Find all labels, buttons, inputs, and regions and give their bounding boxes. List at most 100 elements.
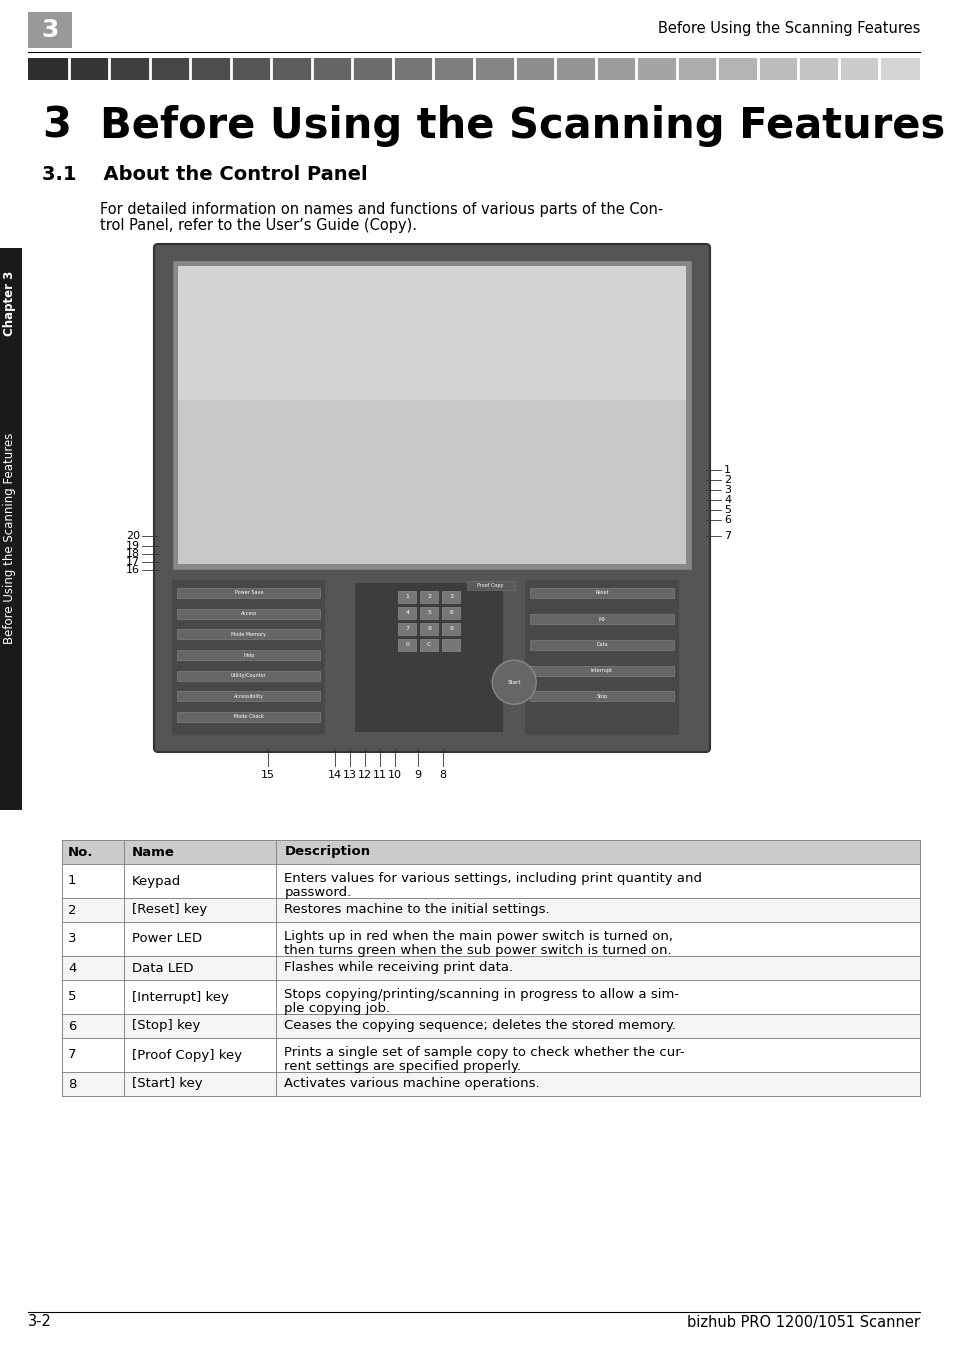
Bar	[62, 864, 919, 898]
Text: Ceases the copying sequence; deletes the stored memory.: Ceases the copying sequence; deletes the…	[284, 1019, 676, 1033]
Text: bizhub PRO 1200/1051 Scanner: bizhub PRO 1200/1051 Scanner	[686, 1314, 919, 1329]
Text: Proof Copy: Proof Copy	[476, 583, 503, 588]
Bar	[393, 58, 434, 80]
Text: 5: 5	[427, 611, 431, 615]
Text: 9: 9	[414, 771, 421, 780]
Text: Lights up in red when the main power switch is turned on,: Lights up in red when the main power swi…	[284, 930, 673, 942]
Bar	[271, 58, 312, 80]
Bar	[150, 58, 191, 80]
Bar	[312, 58, 353, 80]
Bar	[530, 665, 673, 676]
Bar	[62, 898, 919, 922]
Bar	[0, 247, 22, 810]
Text: Before Using the Scanning Features: Before Using the Scanning Features	[100, 105, 944, 147]
Text: Utility/Counter: Utility/Counter	[231, 673, 267, 679]
Bar	[397, 591, 416, 603]
Text: 8: 8	[439, 771, 446, 780]
Text: Stops copying/printing/scanning in progress to allow a sim-: Stops copying/printing/scanning in progr…	[284, 988, 679, 1000]
Bar	[420, 639, 437, 652]
Text: 18: 18	[126, 549, 140, 558]
Text: Before Using the Scanning Features: Before Using the Scanning Features	[4, 433, 16, 644]
Bar	[28, 12, 71, 49]
Text: 16: 16	[126, 565, 140, 575]
Text: [Interrupt] key: [Interrupt] key	[132, 991, 229, 1003]
Text: [Reset] key: [Reset] key	[132, 903, 207, 917]
Bar	[28, 58, 69, 80]
Bar	[530, 639, 673, 650]
Bar	[177, 650, 320, 660]
Bar	[514, 58, 555, 80]
Text: Reset: Reset	[595, 591, 608, 595]
Bar	[177, 608, 320, 619]
Bar	[838, 58, 879, 80]
Bar	[177, 629, 320, 639]
Bar	[352, 58, 393, 80]
Text: 6: 6	[449, 611, 453, 615]
Bar	[178, 266, 685, 564]
Bar	[177, 588, 320, 598]
Bar	[190, 58, 231, 80]
Text: Flashes while receiving print data.: Flashes while receiving print data.	[284, 961, 513, 975]
Bar	[474, 58, 515, 80]
Text: Interrupt: Interrupt	[590, 668, 612, 673]
Text: 5: 5	[68, 991, 76, 1003]
Bar	[109, 58, 150, 80]
Text: Accessibility: Accessibility	[233, 694, 263, 699]
Bar	[397, 623, 416, 635]
Text: 3: 3	[723, 485, 730, 495]
Text: Description: Description	[284, 845, 370, 859]
Text: 1: 1	[68, 875, 76, 887]
Text: 7: 7	[723, 531, 730, 541]
Text: 3: 3	[449, 595, 453, 599]
Text: Power LED: Power LED	[132, 933, 202, 945]
Text: [Stop] key: [Stop] key	[132, 1019, 200, 1033]
FancyBboxPatch shape	[153, 243, 709, 752]
Text: For detailed information on names and functions of various parts of the Con-: For detailed information on names and fu…	[100, 201, 662, 218]
Bar	[420, 591, 437, 603]
Text: 2: 2	[68, 903, 76, 917]
Bar	[676, 58, 717, 80]
Text: [Proof Copy] key: [Proof Copy] key	[132, 1049, 242, 1061]
Text: password.: password.	[284, 886, 352, 899]
Text: 4: 4	[68, 961, 76, 975]
Text: Help: Help	[243, 653, 254, 657]
Text: Power Save: Power Save	[234, 591, 263, 595]
Text: 9: 9	[449, 626, 453, 631]
Bar	[62, 1014, 919, 1038]
Bar	[177, 691, 320, 702]
Text: 8: 8	[68, 1078, 76, 1091]
Bar	[879, 58, 920, 80]
Bar	[530, 691, 673, 702]
Bar	[530, 614, 673, 623]
Bar	[62, 956, 919, 980]
Text: Restores machine to the initial settings.: Restores machine to the initial settings…	[284, 903, 550, 917]
Text: Data LED: Data LED	[132, 961, 193, 975]
Text: Enters values for various settings, including print quantity and: Enters values for various settings, incl…	[284, 872, 701, 886]
Text: 3: 3	[41, 18, 59, 42]
Text: 4: 4	[405, 611, 409, 615]
Text: 3-2: 3-2	[28, 1314, 51, 1329]
Text: Activates various machine operations.: Activates various machine operations.	[284, 1078, 539, 1091]
Text: I/Φ: I/Φ	[598, 617, 605, 622]
Text: 3: 3	[68, 933, 76, 945]
Bar	[524, 580, 678, 735]
Text: 17: 17	[126, 557, 140, 566]
Bar	[442, 623, 459, 635]
Text: 2: 2	[427, 595, 431, 599]
Text: rent settings are specified properly.: rent settings are specified properly.	[284, 1060, 521, 1073]
Text: 11: 11	[373, 771, 387, 780]
Text: C: C	[427, 642, 431, 648]
Text: Stop: Stop	[596, 694, 607, 699]
Bar	[595, 58, 636, 80]
Bar	[177, 671, 320, 680]
Bar	[231, 58, 272, 80]
Text: 7: 7	[405, 626, 409, 631]
Text: 14: 14	[328, 771, 342, 780]
Bar	[636, 58, 677, 80]
Text: Access: Access	[240, 611, 256, 617]
Bar	[433, 58, 474, 80]
Text: 0: 0	[405, 642, 409, 648]
Bar	[442, 639, 459, 652]
Text: trol Panel, refer to the User’s Guide (Copy).: trol Panel, refer to the User’s Guide (C…	[100, 218, 416, 233]
Text: Before Using the Scanning Features: Before Using the Scanning Features	[657, 20, 919, 35]
